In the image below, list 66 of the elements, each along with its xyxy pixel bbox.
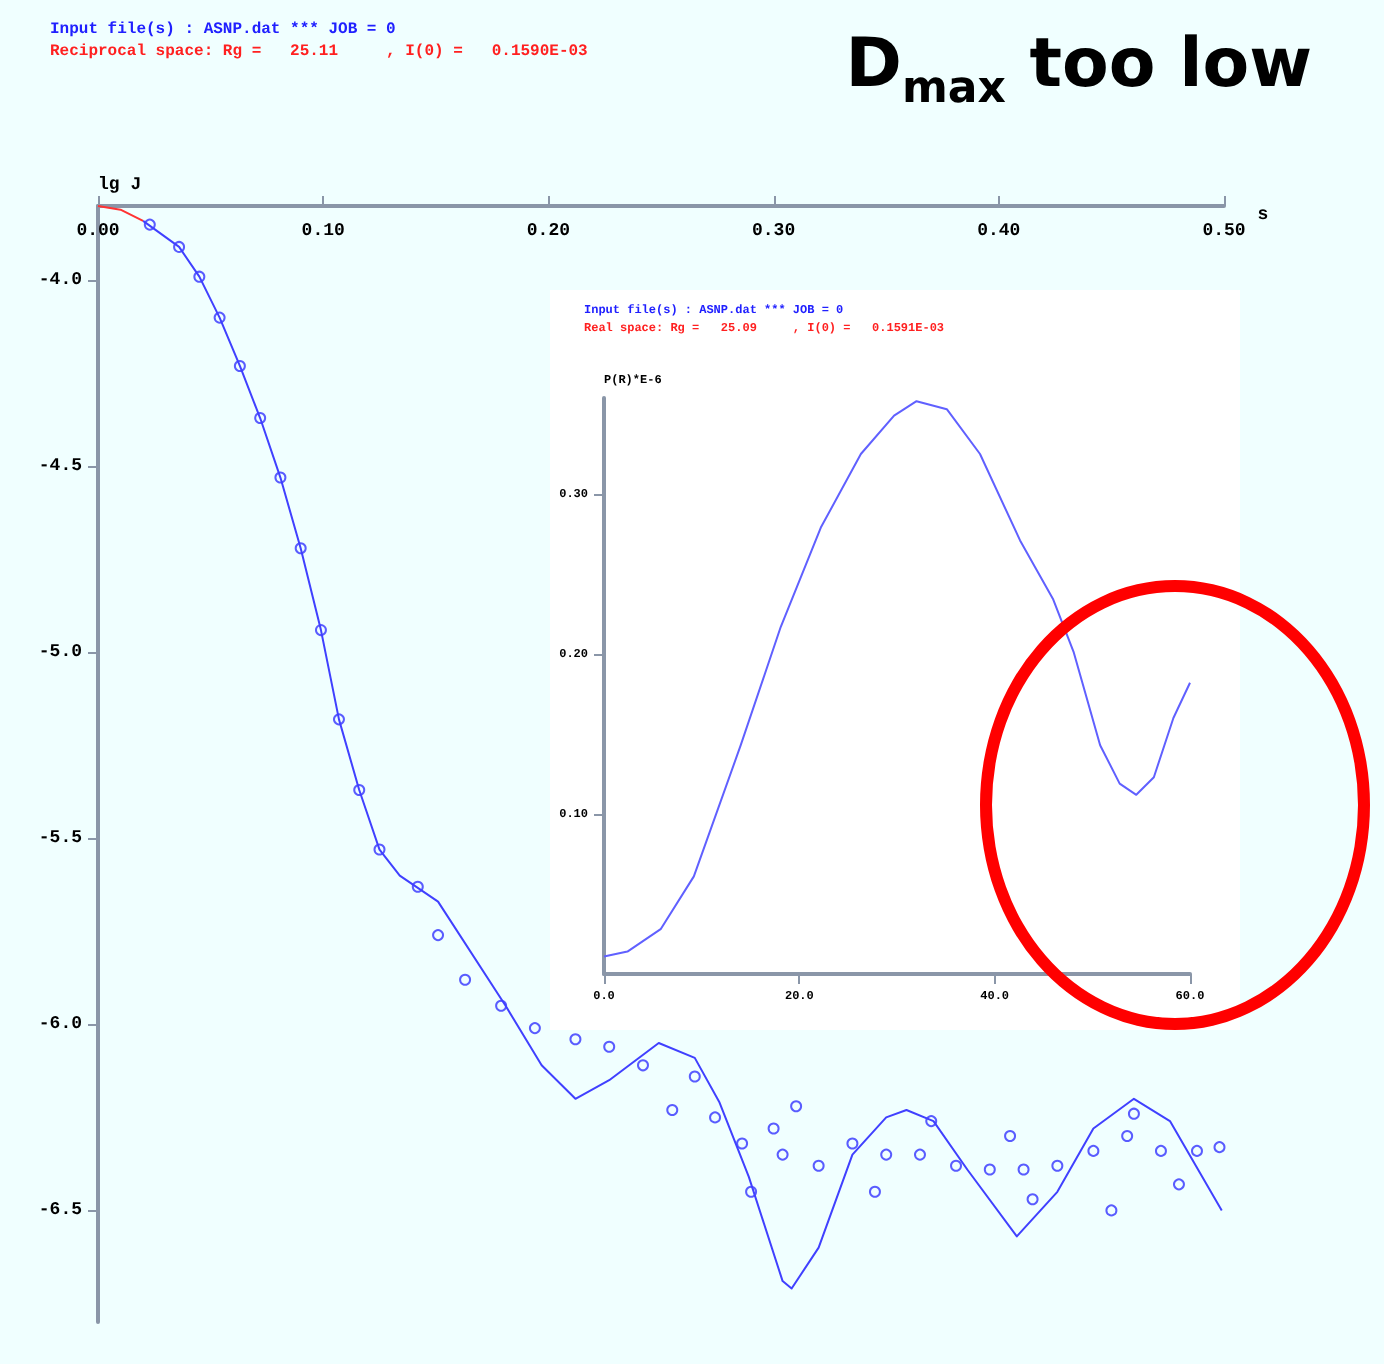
- point: [332, 713, 345, 726]
- point: [1127, 1107, 1140, 1120]
- point: [812, 1159, 825, 1172]
- x-tick-label: 0.50: [1202, 221, 1246, 241]
- point: [767, 1122, 780, 1135]
- point: [1087, 1144, 1100, 1157]
- point: [274, 471, 287, 484]
- x-tick-label: 0.20: [526, 221, 571, 241]
- point: [913, 1148, 926, 1161]
- line-series: [603, 400, 1191, 958]
- x-tick-label: 0.10: [301, 221, 345, 241]
- point: [1121, 1130, 1134, 1142]
- chart-subtitle: Reciprocal space: Rg = 25.11 , I(0) = 0.1590E-03: [50, 43, 589, 61]
- point: [254, 412, 267, 425]
- point: [950, 1159, 963, 1172]
- y-tick-label: -6.5: [38, 1200, 82, 1221]
- point: [1213, 1141, 1226, 1154]
- y-tick-label: -5.5: [38, 828, 82, 849]
- x-tick-label: 0.00: [76, 221, 120, 241]
- point: [173, 240, 186, 253]
- chart-title: Input file(s) : ASNP.dat *** JOB = 0: [50, 21, 397, 39]
- point: [636, 1059, 649, 1072]
- point: [1004, 1130, 1017, 1142]
- point: [1026, 1193, 1039, 1206]
- point: [213, 311, 226, 324]
- point: [1190, 1144, 1203, 1157]
- point: [736, 1137, 749, 1150]
- point: [776, 1148, 789, 1161]
- text: D$_{max}$ too low: [845, 24, 1312, 114]
- point: [233, 359, 246, 372]
- point: [411, 880, 424, 893]
- point: [1154, 1144, 1167, 1157]
- y-tick-label: -6.0: [38, 1014, 82, 1035]
- point: [373, 843, 386, 856]
- point: [709, 1111, 722, 1124]
- point: [294, 542, 307, 555]
- point: [314, 624, 327, 637]
- point: [495, 999, 508, 1012]
- point: [1017, 1163, 1030, 1176]
- point: [603, 1040, 616, 1053]
- point: [143, 218, 156, 231]
- x-axis-title: s: [1257, 205, 1269, 225]
- point: [193, 270, 206, 283]
- point: [745, 1185, 758, 1198]
- point: [880, 1148, 893, 1161]
- point: [1105, 1204, 1118, 1217]
- point: [688, 1070, 701, 1083]
- point: [353, 784, 366, 797]
- point: [846, 1137, 859, 1150]
- point: [528, 1022, 541, 1035]
- y-axis-title: lg J: [98, 175, 142, 195]
- x-tick-label: 0.30: [751, 221, 796, 241]
- y-tick-label: -4.5: [38, 456, 82, 477]
- point: [569, 1033, 582, 1046]
- point: [1051, 1159, 1064, 1172]
- point: [790, 1100, 803, 1113]
- point: [983, 1163, 996, 1176]
- point: [925, 1115, 938, 1128]
- point: [666, 1103, 679, 1116]
- y-tick-label: -5.0: [38, 642, 82, 663]
- point: [432, 929, 445, 942]
- x-tick-label: 0.40: [977, 221, 1021, 241]
- y-tick-label: -4.0: [38, 270, 82, 291]
- point: [1172, 1178, 1185, 1191]
- point: [868, 1185, 881, 1198]
- point: [459, 973, 472, 986]
